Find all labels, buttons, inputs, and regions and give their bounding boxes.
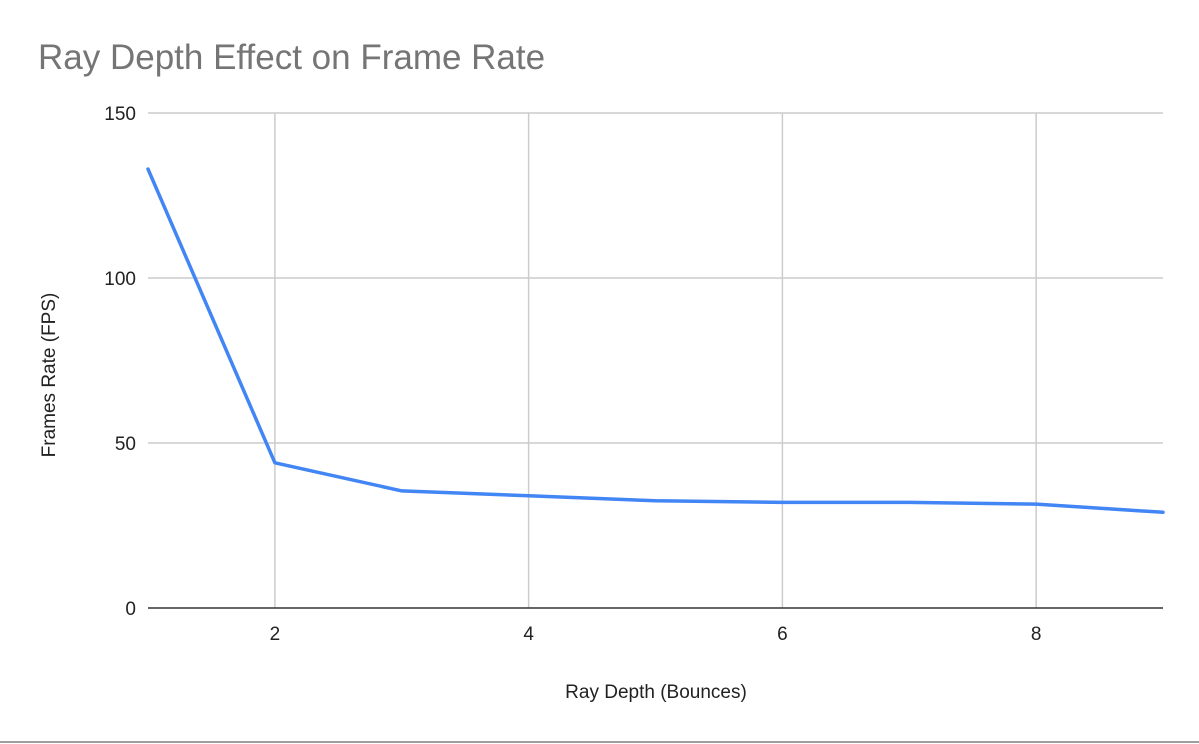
y-tick-label: 50 (115, 434, 136, 455)
gridlines (148, 112, 1163, 609)
y-tick-label: 0 (125, 599, 136, 620)
x-tick-label: 2 (270, 624, 281, 645)
x-tick-label: 8 (1031, 624, 1042, 645)
y-tick-label: 150 (104, 104, 136, 125)
tick-labels: 0 50 100 150 2 4 6 8 (104, 104, 1041, 645)
series-line (146, 167, 1165, 515)
x-axis-label: Ray Depth (Bounces) (565, 682, 747, 703)
series-layer (146, 167, 1165, 515)
y-axis-label: Frames Rate (FPS) (39, 293, 60, 458)
chart-title: Ray Depth Effect on Frame Rate (38, 38, 545, 77)
x-tick-label: 4 (523, 624, 534, 645)
x-tick-label: 6 (777, 624, 788, 645)
y-tick-label: 100 (104, 269, 136, 290)
